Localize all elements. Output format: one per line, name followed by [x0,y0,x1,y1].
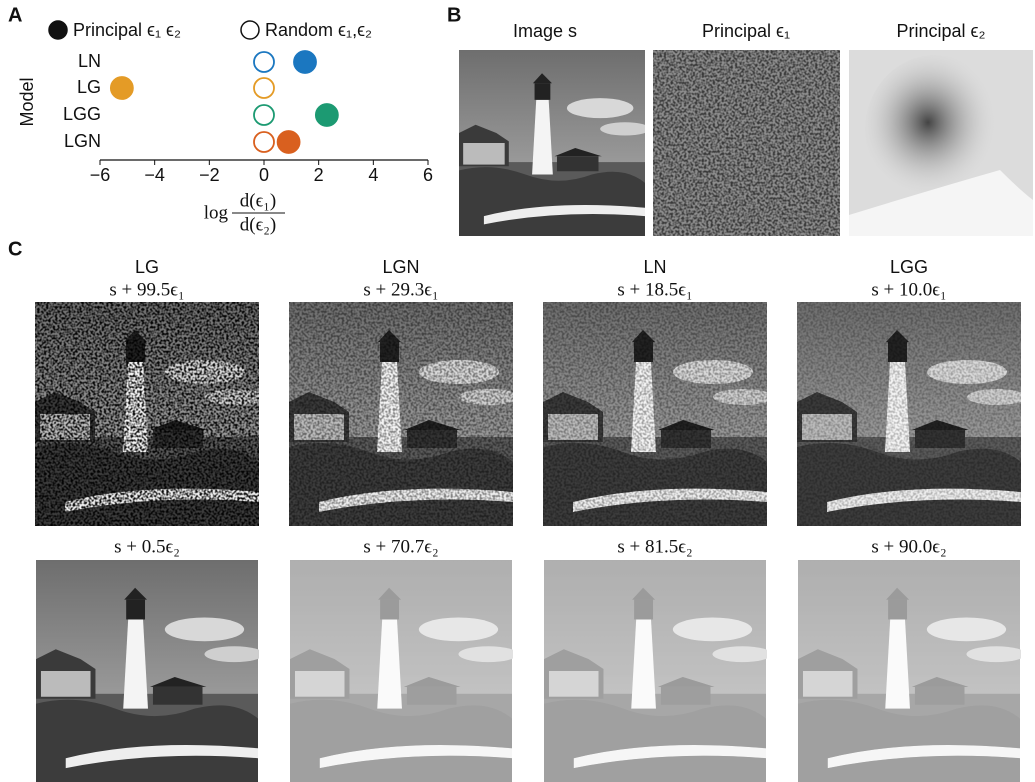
x-label-numerator: d(ϵ₁) [240,190,276,211]
legend-marker [240,20,260,40]
point [253,131,275,153]
x-tick-label: −4 [144,165,165,185]
image [544,560,767,782]
point [314,103,339,127]
x-tick-label: −6 [90,165,111,185]
legend-marker [48,20,68,40]
formula: s + 0.5ϵ₂ [114,536,180,557]
point [293,50,317,74]
image-title: Principal ϵ₁ [702,21,790,41]
point [276,130,301,154]
formula: s + 29.3ϵ₁ [363,279,438,300]
image [459,50,645,236]
point [109,76,134,100]
image-title: Principal ϵ₂ [897,21,986,41]
noise [35,302,259,526]
model-name: LGG [890,257,928,277]
x-label-denominator: d(ϵ₂) [240,214,276,235]
y-tick-label: LGG [63,104,101,124]
noise [797,302,1021,526]
model-name: LG [135,257,159,277]
point [253,51,275,73]
y-label: Model [17,77,37,126]
panel-label: C [8,238,22,260]
x-tick-label: −2 [199,165,220,185]
legend-label: Random ϵ₁,ϵ₂ [265,20,372,40]
image [290,560,513,782]
image-title: Image s [513,21,577,41]
y-tick-label: LGN [64,131,101,151]
x-tick-label: 4 [368,165,378,185]
formula: s + 90.0ϵ₂ [871,536,946,557]
model-name: LN [643,257,666,277]
point [253,77,275,99]
model-name: LGN [382,257,419,277]
panel-label: B [447,4,461,26]
image [36,560,259,782]
y-tick-label: LG [77,77,101,97]
formula: s + 70.7ϵ₂ [363,536,438,557]
image [798,560,1021,782]
formula: s + 18.5ϵ₁ [617,279,692,300]
x-tick-label: 6 [423,165,433,185]
x-tick-label: 2 [314,165,324,185]
point [253,104,275,126]
noise [653,50,840,236]
image-shade [849,170,1033,236]
y-tick-label: LN [78,51,101,71]
noise [543,302,767,526]
formula: s + 10.0ϵ₁ [871,279,946,300]
image-shade [865,55,1005,205]
panel-b-images [459,50,1033,236]
x-tick-label: 0 [259,165,269,185]
panel-label: A [8,4,22,26]
x-label-prefix: log [204,202,229,223]
formula: s + 81.5ϵ₂ [617,536,692,557]
noise [289,302,513,526]
formula: s + 99.5ϵ₁ [109,279,184,300]
legend-label: Principal ϵ₁ ϵ₂ [73,20,181,40]
